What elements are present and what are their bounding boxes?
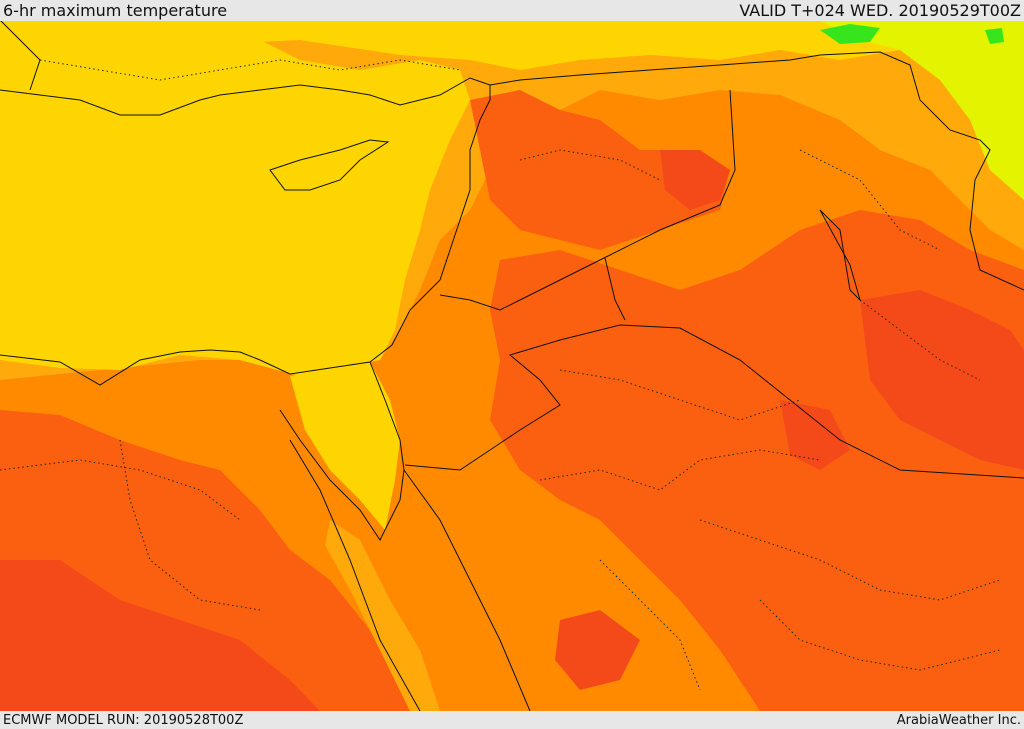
header-bar: 6-hr maximum temperature VALID T+024 WED… (0, 0, 1024, 21)
map-title: 6-hr maximum temperature (3, 1, 228, 20)
temperature-map (0, 21, 1024, 711)
orange-red-sea-tongue (325, 520, 440, 711)
deep-red-arabia-south (555, 610, 640, 690)
yellow-mediterranean (0, 21, 470, 376)
red-orange-levant (470, 90, 730, 250)
footer-bar: ECMWF MODEL RUN: 20190528T00Z ArabiaWeat… (0, 711, 1024, 729)
yellow-green-northeast (820, 21, 1024, 200)
green-patch-2 (985, 28, 1004, 44)
credit: ArabiaWeather Inc. (896, 712, 1021, 728)
model-run: ECMWF MODEL RUN: 20190528T00Z (3, 712, 244, 728)
yellow-sinai (290, 362, 400, 530)
province-lines (0, 59, 1001, 691)
valid-time: VALID T+024 WED. 20190529T00Z (739, 1, 1021, 20)
temperature-map-svg (0, 21, 1024, 711)
deep-red-iraq (860, 290, 1024, 470)
deep-red-arabia (780, 400, 850, 470)
yellow-north-strip (0, 21, 1024, 70)
deep-red-syria (660, 150, 730, 210)
coastline-lines (0, 21, 1024, 711)
deep-red-sudan (0, 560, 320, 711)
green-patch-1 (820, 24, 880, 44)
